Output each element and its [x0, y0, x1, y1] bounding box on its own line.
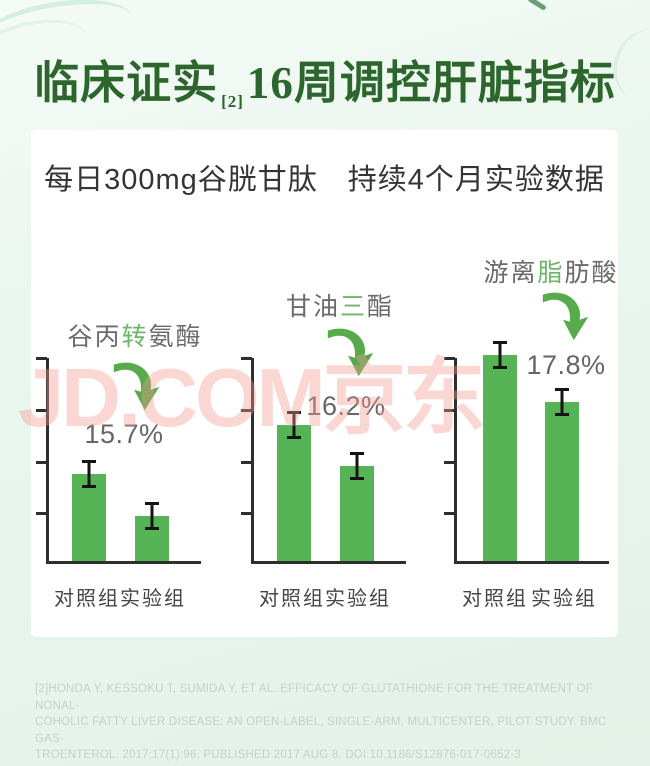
indicator-label-pre: 游离: [483, 259, 538, 287]
error-bar: [145, 502, 159, 530]
down-arrow-icon: [327, 328, 374, 377]
reduction-percent: 16.2%: [306, 391, 386, 421]
error-bar: [82, 460, 96, 488]
error-bar: [493, 341, 507, 369]
axis-tick: [444, 461, 455, 464]
experimental-bar: [135, 502, 169, 561]
indicator-label-post: 氨酶: [148, 323, 203, 351]
control-group-label: 对照组: [462, 588, 528, 610]
indicator-label-highlight: 三: [339, 293, 367, 321]
chart-subtitle: 每日300mg谷胱甘肽 持续4个月实验数据: [44, 164, 605, 196]
indicator-label-post: 酯: [367, 293, 395, 321]
down-arrow-icon: [542, 292, 589, 341]
indicator-label: 甘油三酯: [251, 287, 429, 323]
page-title-part1: 临床证实: [34, 58, 219, 108]
chart-group-triglycerides: 甘油三酯 16.2% 对照组 实验组: [241, 130, 436, 625]
citation-line: [2]HONDA Y, KESSOKU T, SUMIDA Y, ET AL. …: [35, 683, 593, 712]
axis-tick: [241, 461, 252, 464]
decorative-leaf-stroke-icon: [527, 0, 547, 11]
experimental-group-label: 实验组: [531, 588, 597, 610]
indicator-label-pre: 谷丙: [67, 323, 122, 351]
control-bar: [277, 411, 311, 561]
control-group-label: 对照组: [54, 588, 120, 610]
axis-tick: [36, 409, 47, 412]
down-arrow-icon: [113, 362, 160, 411]
indicator-label-highlight: 脂: [537, 259, 565, 287]
plot-area: [444, 341, 609, 564]
experimental-group-label: 实验组: [325, 588, 391, 610]
error-bar: [287, 411, 301, 439]
citation-line: COHOLIC FATTY LIVER DISEASE: AN OPEN-LAB…: [35, 716, 607, 745]
control-bar: [483, 341, 517, 561]
citation-line: TROENTEROL. 2017;17(1):96. PUBLISHED 201…: [35, 749, 521, 761]
experimental-bar: [545, 388, 579, 561]
chart-card: 每日300mg谷胱甘肽 持续4个月实验数据 谷丙转氨酶 15.7% 对照组 实验…: [31, 130, 618, 637]
control-group-label: 对照组: [259, 588, 325, 610]
axis-tick: [444, 512, 455, 515]
experimental-bar: [340, 452, 374, 561]
axis-tick: [241, 512, 252, 515]
error-bar: [350, 452, 364, 480]
axis-tick: [241, 357, 252, 360]
axis-tick: [444, 409, 455, 412]
page-title: 临床证实 [2]16周调控肝脏指标: [0, 46, 650, 111]
axis-tick: [444, 357, 455, 360]
chart-group-free-fatty-acids: 游离脂肪酸 17.8% 对照组 实验组: [444, 130, 640, 625]
title-reference: [2]: [221, 92, 244, 111]
indicator-label-highlight: 转: [121, 323, 149, 351]
indicator-label-pre: 甘油: [285, 293, 340, 321]
indicator-label: 谷丙转氨酶: [46, 317, 224, 353]
indicator-label: 游离脂肪酸: [462, 253, 640, 289]
page-title-part2: 16周调控肝脏指标: [246, 58, 616, 108]
axis-tick: [36, 461, 47, 464]
citation-footnote: [2]HONDA Y, KESSOKU T, SUMIDA Y, ET AL. …: [35, 681, 620, 764]
chart-group-alt: 谷丙转氨酶 15.7% 对照组 实验组: [36, 130, 231, 625]
axis-tick: [36, 512, 47, 515]
axis-tick: [241, 409, 252, 412]
reduction-percent: 17.8%: [526, 350, 606, 380]
control-bar: [72, 460, 106, 561]
plot-area: [241, 357, 406, 564]
experimental-group-label: 实验组: [120, 588, 186, 610]
plot-area: [36, 357, 201, 564]
axis-tick: [36, 357, 47, 360]
indicator-label-post: 肪酸: [564, 259, 619, 287]
reduction-percent: 15.7%: [84, 419, 164, 449]
error-bar: [555, 388, 569, 416]
